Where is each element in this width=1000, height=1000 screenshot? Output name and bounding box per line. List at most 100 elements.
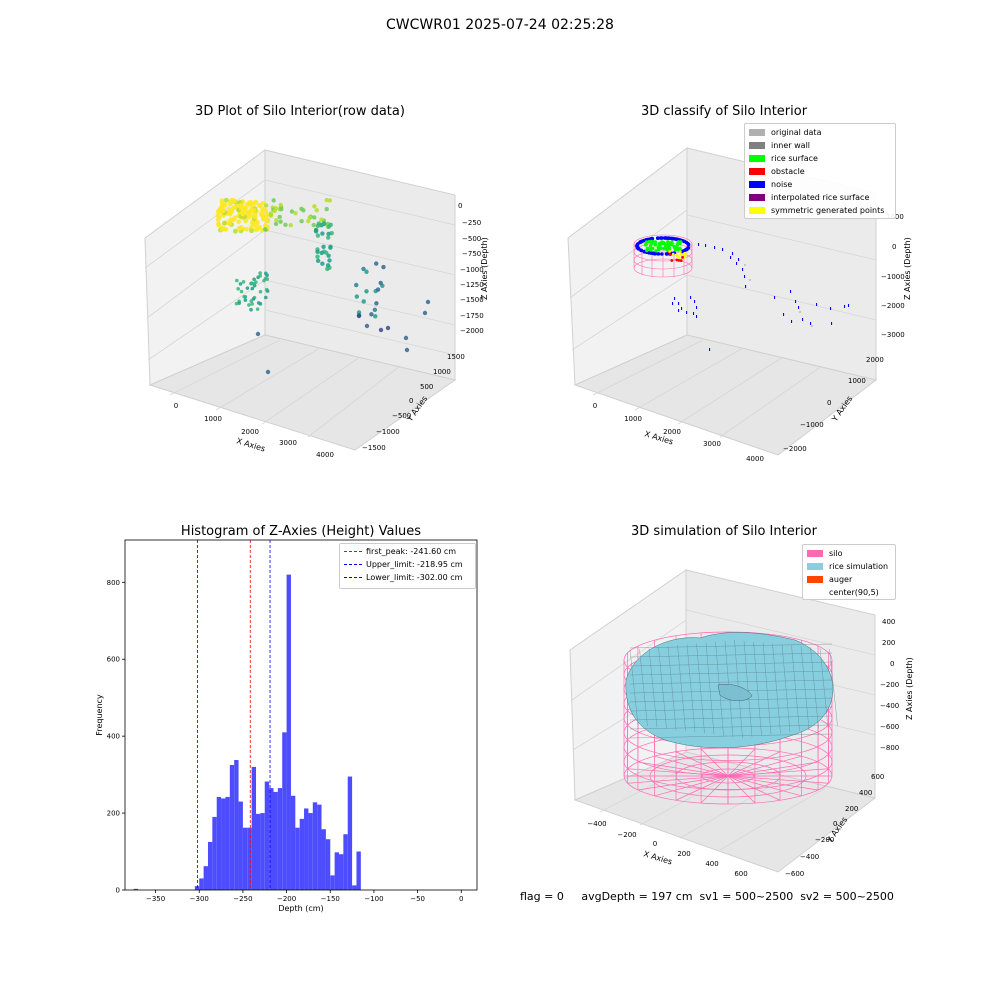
y-tick: −200 [815,836,834,844]
histogram-bar [273,791,278,890]
rice-surface-point [650,241,654,246]
histogram-bar [256,813,261,890]
obstacle-point [677,255,681,259]
mesh-line [629,652,833,658]
noise-point [693,312,695,315]
obstacle-point [668,250,672,253]
y-tick: 2000 [866,356,884,364]
obstacle-point [671,252,675,256]
legend-label: silo [829,549,843,558]
noise-point [639,248,643,253]
scatter-point [315,233,321,238]
mesh-line [686,644,696,733]
y-tick: 200 [845,805,858,813]
x-tick: 4000 [746,455,764,463]
scatter-point [238,205,244,211]
scatter-point [243,298,248,302]
scatter-point [223,197,229,203]
y-tick: −2000 [783,445,807,453]
histogram-bar [343,834,348,890]
floor-ring [701,768,755,784]
scatter-point [263,295,268,300]
plot-frame [124,539,478,891]
scatter-point [232,228,238,234]
noise-point [790,290,792,293]
mesh-line [810,647,819,729]
y-tick-label: 600 [107,656,120,664]
scatter-point [320,261,325,266]
x-tick: 400 [705,860,718,868]
x-tick: −400 [587,820,606,828]
scatter-point [381,264,386,270]
scatter-point [268,212,274,218]
histogram-bar [203,866,208,890]
x-tick: 3000 [703,440,721,448]
scatter-point [425,299,431,305]
mesh-line [629,733,833,739]
histogram-bar [352,885,357,890]
z-tick: −1000 [881,273,905,281]
legend-label: inner wall [771,141,811,150]
scatter-point [240,211,246,217]
mesh-line [677,645,686,731]
histogram-bar [221,798,226,890]
scatter-point [361,266,366,272]
scatter-point [249,299,254,303]
legend-swatch [749,181,765,188]
x-tick: 1000 [624,415,642,423]
histogram-bar [207,841,213,890]
scatter-point [249,307,253,312]
scatter-point [234,301,239,306]
mesh-line [629,661,833,667]
scatter-point [324,206,329,212]
histogram-bar [312,802,318,890]
y-tick: 1000 [433,368,451,376]
histogram-bar [229,765,235,890]
classify-legend: original data inner wall rice surface obsta… [744,123,896,219]
z-axis-label: Z Axies (Depth) [480,237,489,300]
scatter-point [263,203,269,208]
original-point [811,325,813,327]
noise-point [655,236,660,240]
x-tick-label: −200 [277,895,296,903]
scatter-point [236,286,240,291]
histogram-bar [299,818,305,890]
legend-label: rice surface [771,154,818,163]
y-tick: 0 [409,397,413,405]
z-tick: 0 [890,660,894,668]
scatter-point [307,215,312,221]
y-tick-labels: 600 400 200 0 −200 −400 −600 [785,773,884,878]
panel1-title: 3D Plot of Silo Interior(row data) [195,104,405,119]
x-tick: 0 [593,402,597,410]
scatter-point [378,327,384,333]
legend-swatch [749,207,765,214]
noise-point [674,297,676,300]
scatter-point [403,335,409,341]
legend-entry: Lower_limit: -302.00 cm [344,573,462,585]
scatter-point [256,301,261,305]
x-tick-labels: −400 −200 0 200 400 600 [587,820,747,878]
y-tick: 500 [420,383,433,391]
legend-entry: inner wall [749,140,810,152]
histogram-bar [277,788,283,890]
scatter-point [326,253,331,258]
scatter-point [258,271,262,275]
legend-label: Lower_limit: -302.00 cm [366,573,463,582]
mesh-line [753,641,762,736]
scatter-point [288,223,293,228]
x-tick-label: −350 [146,895,165,903]
scatter-point [324,197,329,203]
z-tick: −3000 [881,331,905,339]
legend-line-swatch [344,564,362,565]
noise-point [783,313,785,316]
legend-swatch [807,563,823,570]
histogram-bar [212,816,217,890]
scatter-point [374,261,379,266]
y-tick: −600 [785,870,804,878]
scatter-point [249,281,254,285]
scatter-point [314,208,320,213]
scatter-point [293,211,298,216]
scatter-point [253,227,259,232]
noise-point [638,240,642,245]
mesh-line [629,706,833,712]
